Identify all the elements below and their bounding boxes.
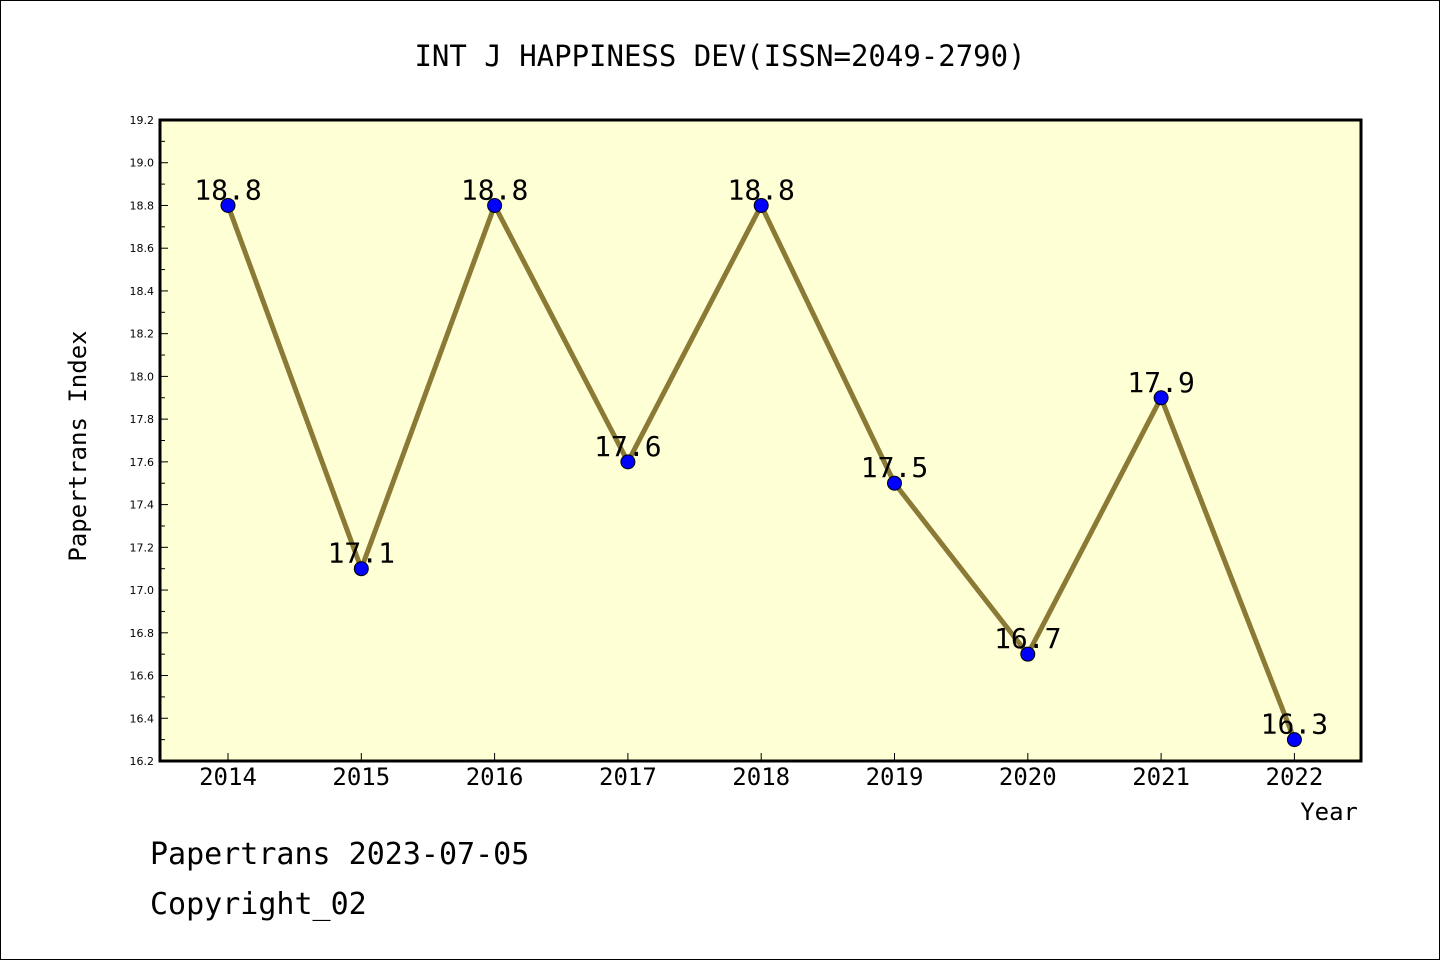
x-tick-label: 2018 xyxy=(732,763,790,791)
y-tick-label: 16.4 xyxy=(130,712,155,725)
x-tick-label: 2017 xyxy=(599,763,657,791)
data-point xyxy=(487,197,503,213)
x-tick-label: 2020 xyxy=(999,763,1057,791)
data-point xyxy=(220,197,236,213)
y-tick-label: 18.0 xyxy=(130,370,155,383)
footer-copyright: Copyright_02 xyxy=(150,887,367,922)
y-tick-label: 17.2 xyxy=(130,541,155,554)
data-label: 17.9 xyxy=(1127,366,1194,399)
y-tick-label: 17.8 xyxy=(130,413,155,426)
data-point xyxy=(1153,390,1169,406)
y-tick-label: 16.6 xyxy=(130,670,155,683)
x-axis: 2014 2015 2016 2017 2018 2019 2020 2021 2022 xyxy=(199,753,1323,791)
data-label: 16.7 xyxy=(994,622,1061,655)
x-tick-label: 2016 xyxy=(466,763,524,791)
x-tick-label: 2019 xyxy=(866,763,924,791)
data-point xyxy=(887,475,902,491)
y-axis: 16.2 16.4 16.6 16.8 17.0 17.2 17.4 17.6 17.8 18.0… xyxy=(130,114,168,768)
data-label: 17.6 xyxy=(594,430,661,463)
data-point xyxy=(1020,646,1036,662)
x-tick-label: 2022 xyxy=(1266,763,1324,791)
y-axis-label: Papertrans Index xyxy=(64,330,92,561)
y-tick-label: 16.8 xyxy=(130,627,155,640)
y-tick-label: 18.2 xyxy=(130,328,155,341)
y-tick-label: 18.6 xyxy=(130,242,155,255)
data-label: 16.3 xyxy=(1261,708,1328,741)
series-markers xyxy=(220,197,1302,748)
data-label: 18.8 xyxy=(194,173,261,206)
data-label: 17.1 xyxy=(328,537,395,570)
y-tick-label: 18.4 xyxy=(130,285,155,298)
data-point xyxy=(353,561,369,577)
chart-title: INT J HAPPINESS DEV(ISSN=2049-2790) xyxy=(414,39,1025,73)
x-tick-label: 2021 xyxy=(1132,763,1190,791)
data-labels: 18.8 17.1 18.8 17.6 18.8 17.5 16.7 17.9 16.3 xyxy=(194,173,1328,740)
y-tick-label: 19.0 xyxy=(130,157,155,170)
data-point xyxy=(753,197,769,213)
y-tick-label: 17.6 xyxy=(130,456,155,469)
x-axis-label: Year xyxy=(1300,798,1358,826)
data-label: 18.8 xyxy=(461,173,528,206)
plot-area xyxy=(158,118,1363,763)
footer-date: Papertrans 2023-07-05 xyxy=(150,837,529,872)
y-tick-label: 17.0 xyxy=(130,584,155,597)
data-point xyxy=(620,454,636,470)
y-tick-label: 16.2 xyxy=(130,755,155,768)
y-tick-label: 19.2 xyxy=(130,114,155,127)
data-label: 18.8 xyxy=(727,173,794,206)
x-tick-label: 2015 xyxy=(332,763,390,791)
data-point xyxy=(1286,732,1302,748)
data-label: 17.5 xyxy=(861,451,928,484)
y-tick-label: 18.8 xyxy=(130,199,155,212)
y-tick-label: 17.4 xyxy=(130,499,155,512)
x-tick-label: 2014 xyxy=(199,763,257,791)
